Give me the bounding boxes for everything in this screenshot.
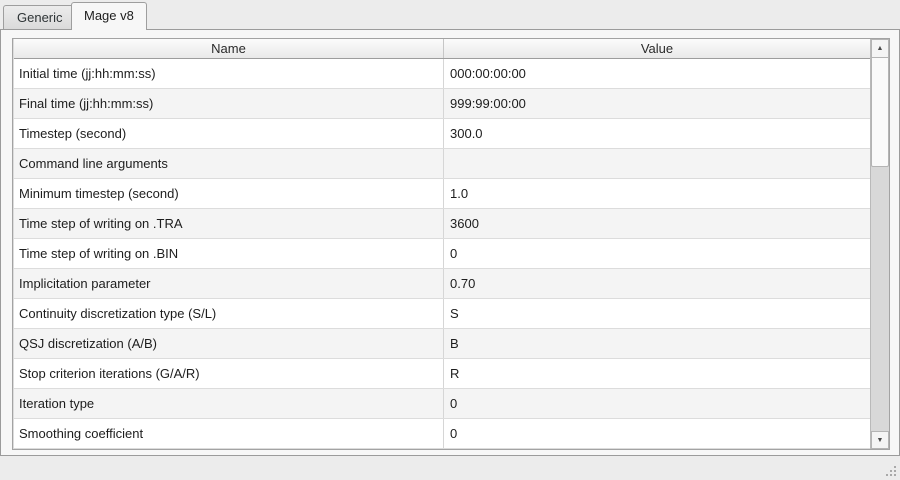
- table-row[interactable]: Final time (jj:hh:mm:ss) 999:99:00:00: [14, 89, 870, 119]
- param-value[interactable]: 0: [450, 246, 458, 261]
- table-row[interactable]: Minimum timestep (second) 1.0: [14, 179, 870, 209]
- parameters-table: Name Value Initial time (jj:hh:mm:ss) 00…: [12, 38, 890, 450]
- param-name: Timestep (second): [14, 119, 444, 148]
- param-value[interactable]: R: [450, 366, 460, 381]
- tab-mage-v8[interactable]: Mage v8: [71, 2, 147, 30]
- column-header-value[interactable]: Value: [640, 41, 674, 56]
- param-name: Time step of writing on .BIN: [14, 239, 444, 268]
- param-value[interactable]: 0.70: [450, 276, 476, 291]
- param-name: Time step of writing on .TRA: [14, 209, 444, 238]
- table-row[interactable]: Time step of writing on .BIN 0: [14, 239, 870, 269]
- tab-generic-label: Generic: [17, 10, 63, 25]
- param-value[interactable]: 0: [450, 426, 458, 441]
- tab-mage-v8-label: Mage v8: [84, 8, 134, 23]
- param-value[interactable]: 300.0: [450, 126, 483, 141]
- table-body: Initial time (jj:hh:mm:ss) 000:00:00:00 …: [14, 59, 870, 449]
- tab-generic[interactable]: Generic: [3, 5, 77, 29]
- param-value[interactable]: B: [450, 336, 459, 351]
- table-row[interactable]: Iteration type 0: [14, 389, 870, 419]
- param-name: Iteration type: [14, 389, 444, 418]
- param-value[interactable]: 999:99:00:00: [450, 96, 526, 111]
- scrollbar-thumb[interactable]: [871, 58, 889, 167]
- param-value[interactable]: 0: [450, 396, 458, 411]
- table-row[interactable]: Time step of writing on .TRA 3600: [14, 209, 870, 239]
- param-name: Stop criterion iterations (G/A/R): [14, 359, 444, 388]
- table-row[interactable]: QSJ discretization (A/B) B: [14, 329, 870, 359]
- param-name: Smoothing coefficient: [14, 419, 444, 448]
- param-name: QSJ discretization (A/B): [14, 329, 444, 358]
- table-row[interactable]: Implicitation parameter 0.70: [14, 269, 870, 299]
- param-value[interactable]: 1.0: [450, 186, 469, 201]
- table-row[interactable]: Stop criterion iterations (G/A/R) R: [14, 359, 870, 389]
- param-name: Implicitation parameter: [14, 269, 444, 298]
- param-name: Command line arguments: [14, 149, 444, 178]
- scroll-down-button[interactable]: ▼: [871, 431, 889, 449]
- vertical-scrollbar[interactable]: ▲ ▼: [870, 39, 889, 449]
- table-row[interactable]: Continuity discretization type (S/L) S: [14, 299, 870, 329]
- table-row[interactable]: Command line arguments: [14, 149, 870, 179]
- table-row[interactable]: Smoothing coefficient 0: [14, 419, 870, 449]
- param-name: Initial time (jj:hh:mm:ss): [14, 59, 444, 88]
- scroll-up-button[interactable]: ▲: [871, 39, 889, 58]
- table-header: Name Value: [14, 39, 870, 59]
- scroll-down-icon: ▼: [876, 436, 884, 444]
- resize-grip-icon[interactable]: [885, 465, 898, 478]
- param-value[interactable]: [444, 149, 870, 178]
- param-name: Continuity discretization type (S/L): [14, 299, 444, 328]
- table-row[interactable]: Initial time (jj:hh:mm:ss) 000:00:00:00: [14, 59, 870, 89]
- scroll-up-icon: ▲: [876, 45, 884, 52]
- table-row[interactable]: Timestep (second) 300.0: [14, 119, 870, 149]
- param-value[interactable]: 000:00:00:00: [450, 66, 526, 81]
- column-header-name[interactable]: Name: [14, 39, 444, 58]
- param-value[interactable]: 3600: [450, 216, 479, 231]
- param-value[interactable]: S: [450, 306, 459, 321]
- tab-bar: Generic Mage v8: [0, 0, 900, 30]
- param-name: Final time (jj:hh:mm:ss): [14, 89, 444, 118]
- param-name: Minimum timestep (second): [14, 179, 444, 208]
- table-content: Name Value Initial time (jj:hh:mm:ss) 00…: [13, 39, 870, 449]
